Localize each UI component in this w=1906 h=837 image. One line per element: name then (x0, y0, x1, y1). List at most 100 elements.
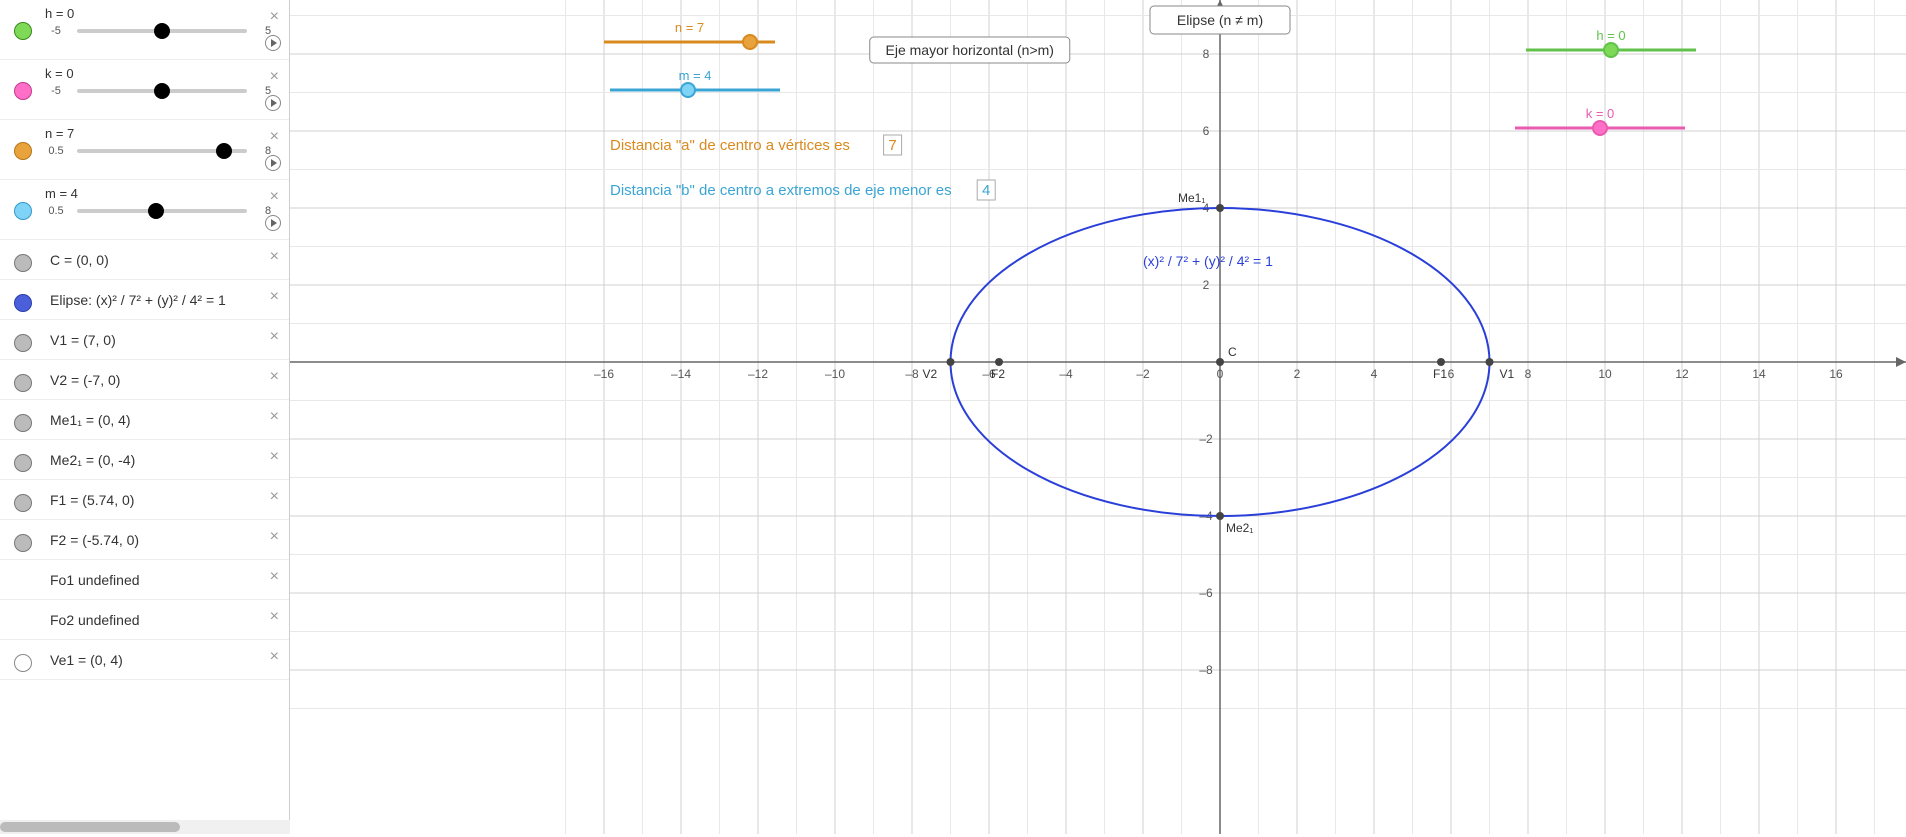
close-icon[interactable]: × (270, 248, 279, 266)
equation-label: (x)² / 7² + (y)² / 4² = 1 (1143, 253, 1273, 269)
x-tick-label: –10 (825, 367, 845, 381)
close-icon[interactable]: × (270, 488, 279, 506)
x-tick-label: –4 (1059, 367, 1073, 381)
point-label-F1: F1 (1433, 367, 1447, 381)
x-tick-label: 8 (1525, 367, 1532, 381)
object-dot[interactable] (14, 454, 32, 472)
object-dot[interactable] (14, 494, 32, 512)
point-F1[interactable] (1437, 358, 1445, 366)
close-icon[interactable]: × (270, 608, 279, 626)
close-icon[interactable]: × (270, 8, 279, 26)
slider-min: -5 (45, 25, 67, 37)
app-root: ×h = 0-55×k = 0-55×n = 70.58×m = 40.58×C… (0, 0, 1906, 834)
object-row[interactable]: × Me2₁ = (0, -4) (0, 440, 289, 480)
point-Me2[interactable] (1216, 512, 1224, 520)
horizontal-scrollbar[interactable] (0, 820, 290, 834)
point-Me1[interactable] (1216, 204, 1224, 212)
object-label: Me2₁ = (0, -4) (50, 452, 135, 468)
slider-row-m[interactable]: ×m = 40.58 (0, 180, 289, 240)
object-row[interactable]: ×V2 = (-7, 0) (0, 360, 289, 400)
point-C[interactable] (1216, 358, 1224, 366)
object-dot[interactable] (14, 334, 32, 352)
object-dot[interactable] (14, 534, 32, 552)
object-dot[interactable] (14, 654, 32, 672)
slider-track[interactable] (77, 209, 247, 213)
close-icon[interactable]: × (270, 128, 279, 146)
y-tick-label: –6 (1199, 586, 1213, 600)
graph-svg[interactable]: –16–14–12–10–8–6–4–20246810121416–8–6–4–… (290, 0, 1906, 834)
canvas-slider-thumb-k[interactable] (1593, 121, 1607, 135)
object-label: C = (0, 0) (50, 252, 109, 268)
slider-thumb[interactable] (154, 83, 170, 99)
slider-row-n[interactable]: ×n = 70.58 (0, 120, 289, 180)
point-V2[interactable] (947, 358, 955, 366)
object-label: F2 = (-5.74, 0) (50, 532, 139, 548)
object-dot[interactable] (14, 142, 32, 160)
object-row[interactable]: × Fo1 undefined (0, 560, 289, 600)
object-row[interactable]: × F2 = (-5.74, 0) (0, 520, 289, 560)
point-V1[interactable] (1486, 358, 1494, 366)
point-F2[interactable] (995, 358, 1003, 366)
scrollbar-thumb[interactable] (0, 822, 180, 832)
object-dot[interactable] (14, 82, 32, 100)
play-icon[interactable] (265, 35, 281, 51)
close-icon[interactable]: × (270, 448, 279, 466)
distance-label-b: Distancia "b" de centro a extremos de ej… (610, 182, 952, 199)
object-dot[interactable] (14, 294, 32, 312)
canvas-slider-thumb-h[interactable] (1604, 43, 1618, 57)
slider-row-h[interactable]: ×h = 0-55 (0, 0, 289, 60)
graphics-canvas[interactable]: –16–14–12–10–8–6–4–20246810121416–8–6–4–… (290, 0, 1906, 834)
slider-row-k[interactable]: ×k = 0-55 (0, 60, 289, 120)
close-icon[interactable]: × (270, 288, 279, 306)
object-row[interactable]: ×F1 = (5.74, 0) (0, 480, 289, 520)
close-icon[interactable]: × (270, 648, 279, 666)
slider-track[interactable] (77, 89, 247, 93)
canvas-slider-thumb-n[interactable] (743, 35, 757, 49)
object-row[interactable]: × Ve1 = (0, 4) (0, 640, 289, 680)
slider-thumb[interactable] (154, 23, 170, 39)
axis-badge-text: Eje mayor horizontal (n>m) (886, 42, 1054, 58)
x-tick-label: 6 (1448, 367, 1455, 381)
object-label: Fo1 undefined (50, 572, 140, 588)
slider-thumb[interactable] (148, 203, 164, 219)
close-icon[interactable]: × (270, 68, 279, 86)
slider-thumb[interactable] (216, 143, 232, 159)
object-row[interactable]: ×Elipse: (x)² / 7² + (y)² / 4² = 1 (0, 280, 289, 320)
object-dot[interactable] (14, 374, 32, 392)
close-icon[interactable]: × (270, 568, 279, 586)
play-icon[interactable] (265, 95, 281, 111)
object-dot[interactable] (14, 22, 32, 40)
y-tick-label: –8 (1199, 663, 1213, 677)
slider-min: 0.5 (45, 205, 67, 217)
y-tick-label: 8 (1203, 47, 1210, 61)
point-label-F2: F2 (991, 367, 1005, 381)
point-label-V2: V2 (923, 367, 938, 381)
close-icon[interactable]: × (270, 408, 279, 426)
object-dot[interactable] (14, 202, 32, 220)
play-icon[interactable] (265, 215, 281, 231)
distance-value: 4 (982, 182, 990, 199)
x-tick-label: –12 (748, 367, 768, 381)
object-row[interactable]: ×Fo2 undefined (0, 600, 289, 640)
algebra-sidebar[interactable]: ×h = 0-55×k = 0-55×n = 70.58×m = 40.58×C… (0, 0, 290, 834)
object-row[interactable]: ×V1 = (7, 0) (0, 320, 289, 360)
close-icon[interactable]: × (270, 328, 279, 346)
slider-track[interactable] (77, 149, 247, 153)
close-icon[interactable]: × (270, 528, 279, 546)
object-dot[interactable] (14, 254, 32, 272)
close-icon[interactable]: × (270, 368, 279, 386)
grid (290, 0, 1906, 834)
object-row[interactable]: × C = (0, 0) (0, 240, 289, 280)
close-icon[interactable]: × (270, 188, 279, 206)
play-icon[interactable] (265, 155, 281, 171)
object-label: Me1₁ = (0, 4) (50, 412, 131, 428)
object-row[interactable]: × Me1₁ = (0, 4) (0, 400, 289, 440)
canvas-slider-thumb-m[interactable] (681, 83, 695, 97)
distance-label-a: Distancia "a" de centro a vértices es (610, 137, 850, 154)
slider-track[interactable] (77, 29, 247, 33)
object-label: Ve1 = (0, 4) (50, 652, 123, 668)
point-label-Me1: Me1₁ (1178, 191, 1205, 205)
slider-label: k = 0 (45, 66, 279, 81)
x-tick-label: –16 (594, 367, 614, 381)
object-dot[interactable] (14, 414, 32, 432)
